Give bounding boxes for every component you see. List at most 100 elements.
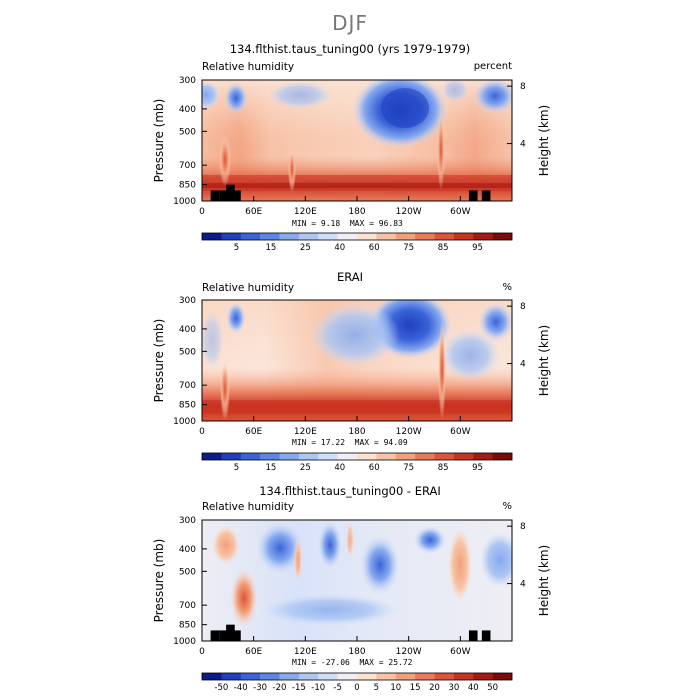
- panel-3-title: 134.flthist.taus_tuning00 - ERAI: [259, 484, 441, 498]
- panel-2-ytick-label-400: 400: [179, 325, 196, 335]
- panel-1-colorbar-label-4: 60: [369, 243, 380, 253]
- panel-2-max: 94.09: [383, 438, 408, 447]
- page-title: DJF: [332, 11, 368, 35]
- panel-3-min: -27.06: [320, 658, 350, 667]
- panel-3-colorbar-swatch-2: [240, 673, 261, 680]
- panel-2-ytick-label-500: 500: [179, 347, 196, 357]
- panel-3-topography-0: [210, 630, 220, 641]
- panel-1-colorbar-label-7: 95: [472, 243, 483, 253]
- panel-3-colorbar-label-6: -5: [333, 683, 341, 693]
- panel-1-colorbar-label-5: 75: [403, 243, 414, 253]
- panel-1-xtick-label-5: 60W: [450, 207, 470, 217]
- panel-3-colorbar-label-4: -15: [292, 683, 306, 693]
- panel-2-colorbar-label-5: 75: [403, 463, 414, 473]
- panel-1-colorbar-swatch-2: [240, 233, 261, 240]
- panel-1-max: 96.83: [378, 219, 403, 228]
- panel-2-colorbar-swatch-12: [434, 453, 455, 460]
- panel-1-topography-1: [219, 190, 228, 201]
- panel-2-stats: MIN = 17.22 MAX = 94.09: [292, 438, 408, 447]
- panel-1-ylabel-right: Height (km): [537, 105, 551, 176]
- panel-2-colorbar-swatch-10: [395, 453, 416, 460]
- panel-2-max-label: MAX =: [354, 438, 379, 447]
- panel-3-xtick-label-2: 120E: [294, 647, 317, 657]
- panel-2-colorbar-swatch-6: [318, 453, 338, 460]
- panel-1-colorbar-label-6: 85: [438, 243, 449, 253]
- panel-2-colorbar-label-7: 95: [472, 463, 483, 473]
- panel-3-colorbar-swatch-13: [453, 673, 474, 680]
- panel-1-ytick-label-500: 500: [179, 127, 196, 137]
- panel-2-xtick-label-2: 120E: [294, 427, 317, 437]
- panel-3-xtick-label-3: 180: [348, 647, 365, 657]
- panel-2-xtick-label-4: 120W: [396, 427, 422, 437]
- panel-1-colorbar-swatch-4: [279, 233, 300, 240]
- panel-2-colorbar-swatch-8: [357, 453, 377, 460]
- panel-1-colorbar-label-0: 5: [234, 243, 239, 253]
- panel-2-colorbar-swatch-14: [473, 453, 493, 460]
- panel-1-colorbar-swatch-5: [298, 233, 319, 240]
- panel-1-max-label: MAX =: [349, 219, 374, 228]
- panel-3-colorbar-swatch-10: [395, 673, 416, 680]
- panel-3-topography-1: [219, 630, 228, 641]
- panel-1-colorbar-swatch-7: [337, 233, 358, 240]
- panel-1-field: [202, 80, 512, 201]
- panel-2-colorbar-swatch-11: [415, 453, 435, 460]
- panel-3-colorbar-label-12: 30: [448, 683, 459, 693]
- panel-3-colorbar-label-10: 15: [410, 683, 421, 693]
- panel-2-ytick-label-700: 700: [179, 381, 196, 391]
- panel-3-colorbar-swatch-6: [318, 673, 338, 680]
- panel-1-title: 134.flthist.taus_tuning00 (yrs 1979-1979…: [229, 42, 471, 56]
- panel-3-colorbar-label-14: 50: [487, 683, 498, 693]
- panel-3-colorbar-swatch-9: [376, 673, 397, 680]
- panel-1-colorbar-label-1: 15: [265, 243, 276, 253]
- panel-3-units: %: [502, 501, 512, 512]
- panel-2-field: [202, 300, 512, 421]
- panel-2-colorbar-swatch-4: [279, 453, 300, 460]
- panel-3-variable: Relative humidity: [202, 501, 295, 513]
- panel-2-htick-label-4: 4: [520, 360, 526, 370]
- panel-1-topography-5: [481, 190, 491, 201]
- panel-2-min: 17.22: [320, 438, 346, 447]
- panel-1-variable: Relative humidity: [202, 61, 295, 73]
- panel-3-ytick-label-400: 400: [179, 545, 196, 555]
- panel-1-colorbar-swatch-13: [453, 233, 474, 240]
- panel-2-colorbar-swatch-3: [260, 453, 280, 460]
- panel-1-units: percent: [473, 61, 512, 72]
- panel-1-topography-4: [468, 190, 478, 201]
- panel-2-colorbar-label-4: 60: [369, 463, 380, 473]
- panel-1-colorbar-label-3: 40: [334, 243, 345, 253]
- panel-3-colorbar-swatch-14: [473, 673, 493, 680]
- panel-3-htick-label-8: 8: [520, 522, 526, 532]
- panel-2-colorbar-swatch-5: [298, 453, 319, 460]
- panel-1-colorbar-swatch-14: [473, 233, 493, 240]
- panel-3-min-label: MIN =: [292, 658, 317, 667]
- panel-2-colorbar-swatch-1: [221, 453, 242, 460]
- panel-1-min-label: MIN =: [292, 219, 317, 228]
- panel-3-colorbar-frame: [201, 672, 513, 681]
- panel-2-title: ERAI: [336, 270, 364, 284]
- panel-2-colorbar-swatch-2: [240, 453, 261, 460]
- panel-2-variable: Relative humidity: [202, 282, 295, 294]
- panel-3-colorbar-label-5: -10: [311, 683, 325, 693]
- panel-3-colorbar-swatch-12: [434, 673, 455, 680]
- panel-3-xtick-label-1: 60E: [245, 647, 262, 657]
- panel-2-colorbar-swatch-13: [453, 453, 474, 460]
- panel-2-ytick-label-300: 300: [179, 296, 196, 306]
- panel-3-xtick-label-4: 120W: [396, 647, 422, 657]
- panel-3-ytick-label-700: 700: [179, 601, 196, 611]
- panel-3-ytick-label-500: 500: [179, 567, 196, 577]
- panel-3-colorbar-swatch-4: [279, 673, 300, 680]
- panel-3-colorbar-swatch-11: [415, 673, 435, 680]
- panel-1-ytick-label-400: 400: [179, 105, 196, 115]
- panel-1-ylabel-left: Pressure (mb): [152, 99, 166, 183]
- panel-1-stats: MIN = 9.18 MAX = 96.83: [292, 219, 403, 228]
- panel-3-colorbar-label-0: -50: [214, 683, 228, 693]
- panel-2-colorbar-swatch-7: [337, 453, 358, 460]
- panel-3-colorbar-label-2: -30: [253, 683, 267, 693]
- panel-2-colorbar-label-1: 15: [265, 463, 276, 473]
- panel-3-colorbar-swatch-3: [260, 673, 280, 680]
- panel-1-min: 9.18: [320, 219, 341, 228]
- panel-3-colorbar-label-7: 0: [354, 683, 359, 693]
- panel-2-xtick-label-5: 60W: [450, 427, 470, 437]
- panel-3-colorbar-swatch-8: [357, 673, 377, 680]
